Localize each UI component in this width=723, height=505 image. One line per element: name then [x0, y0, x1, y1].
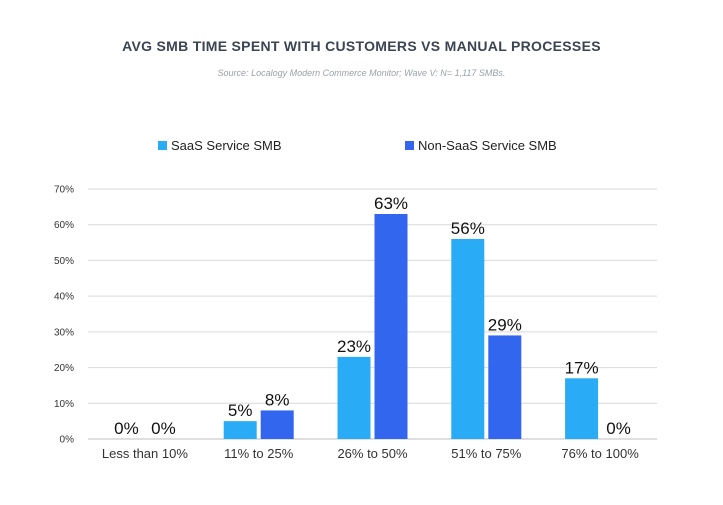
y-tick-label: 70% — [54, 185, 74, 196]
data-label: 0% — [606, 419, 631, 438]
x-tick-label: Less than 10% — [102, 446, 188, 461]
data-label: 0% — [114, 419, 139, 438]
y-tick-label: 50% — [54, 256, 74, 267]
y-tick-label: 10% — [54, 399, 74, 410]
y-axis-ticks: 0% 10% 20% 30% 40% 50% 60% 70% — [54, 185, 74, 446]
legend-swatch — [158, 141, 167, 150]
data-label: 23% — [337, 337, 371, 356]
bar — [488, 335, 522, 439]
bars — [223, 214, 599, 439]
x-tick-label: 26% to 50% — [337, 446, 408, 461]
legend-label: SaaS Service SMB — [171, 138, 282, 153]
bar — [374, 214, 408, 439]
data-label: 29% — [488, 315, 522, 334]
y-tick-label: 20% — [54, 363, 74, 374]
y-tick-label: 30% — [54, 327, 74, 338]
bar — [223, 421, 257, 439]
legend-label: Non-SaaS Service SMB — [418, 138, 557, 153]
data-labels: 0% 0% 5% 8% 23% 63% 56% 29% 17% 0% — [114, 194, 631, 438]
bar — [565, 378, 599, 439]
x-tick-label: 51% to 75% — [451, 446, 522, 461]
data-label: 56% — [451, 219, 485, 238]
bar — [337, 356, 371, 439]
y-tick-label: 40% — [54, 292, 74, 303]
data-label: 5% — [228, 401, 253, 420]
gridlines — [88, 188, 657, 440]
legend-swatch — [405, 141, 414, 150]
x-tick-label: 11% to 25% — [224, 446, 294, 461]
legend: SaaS Service SMB Non-SaaS Service SMB — [158, 138, 557, 153]
data-label: 63% — [374, 194, 408, 213]
x-tick-label: 76% to 100% — [561, 446, 639, 461]
chart-subtitle: Source: Localogy Modern Commerce Monitor… — [217, 68, 506, 78]
y-tick-label: 0% — [60, 435, 75, 446]
x-axis-labels: Less than 10% 11% to 25% 26% to 50% 51% to … — [102, 446, 639, 461]
data-label: 0% — [151, 419, 176, 438]
bar — [451, 239, 485, 439]
y-tick-label: 60% — [54, 220, 74, 231]
bar — [260, 410, 294, 439]
data-label: 17% — [565, 358, 599, 377]
chart-title: AVG SMB TIME SPENT WITH CUSTOMERS VS MAN… — [122, 38, 601, 54]
data-label: 8% — [265, 390, 290, 409]
